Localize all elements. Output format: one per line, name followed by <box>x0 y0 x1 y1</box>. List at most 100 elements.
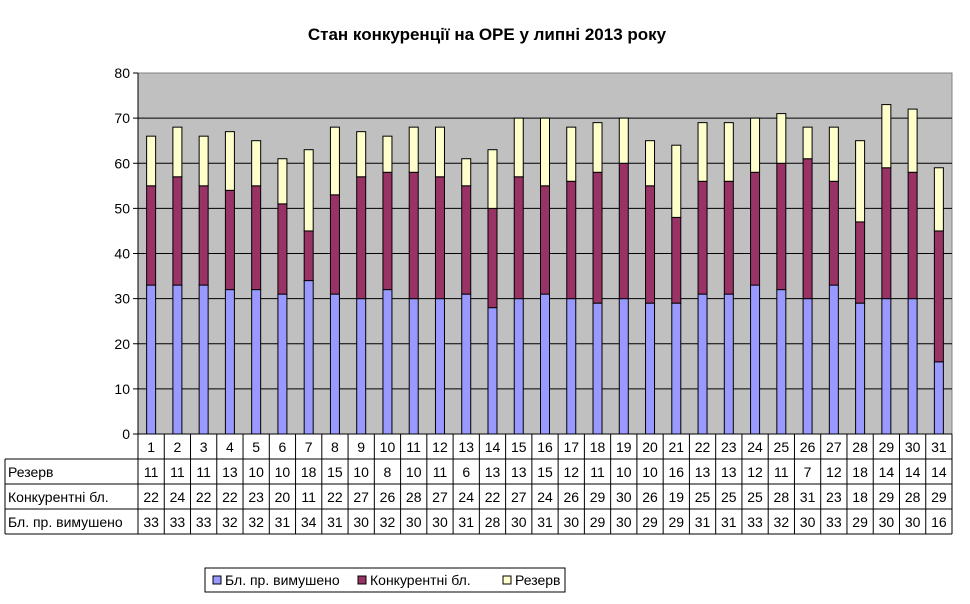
table-cell: 30 <box>616 514 632 530</box>
table-cell: 10 <box>275 464 291 480</box>
table-cell: 18 <box>852 489 868 505</box>
x-tick-label: 4 <box>226 439 234 455</box>
bar-segment-1 <box>224 289 235 435</box>
table-cell: 10 <box>406 464 422 480</box>
table-cell: 30 <box>406 514 422 530</box>
y-tick-label: 0 <box>122 426 130 442</box>
x-tick-label: 29 <box>879 439 895 455</box>
table-cell: 23 <box>248 489 264 505</box>
table-cell: 11 <box>144 464 159 480</box>
table-cell: 29 <box>879 489 895 505</box>
bar-segment-2 <box>881 167 892 300</box>
bar-segment-1 <box>855 302 866 435</box>
bar-segment-3 <box>828 126 839 182</box>
table-cell: 28 <box>485 514 501 530</box>
table-cell: 31 <box>721 514 737 530</box>
y-tick-label: 50 <box>114 200 130 216</box>
bar-segment-3 <box>802 126 813 160</box>
bar-segment-1 <box>828 284 839 435</box>
bar-segment-1 <box>645 302 656 435</box>
table-cell: 27 <box>353 489 369 505</box>
bar-segment-3 <box>461 158 472 187</box>
bar-segment-2 <box>802 158 813 300</box>
bar-segment-2 <box>408 171 419 300</box>
table-cell: 19 <box>669 489 685 505</box>
table-cell: 23 <box>826 489 842 505</box>
bar-segment-3 <box>540 117 550 187</box>
x-tick-label: 20 <box>642 439 658 455</box>
bar-segment-3 <box>487 149 498 209</box>
bar-segment-2 <box>382 171 393 291</box>
legend-swatch <box>502 575 512 585</box>
x-tick-label: 22 <box>695 439 711 455</box>
table-cell: 29 <box>590 489 606 505</box>
bar-segment-3 <box>566 126 577 182</box>
bar-segment-1 <box>461 293 472 435</box>
x-tick-label: 26 <box>800 439 816 455</box>
table-cell: 24 <box>537 489 553 505</box>
bar-segment-1 <box>198 284 209 435</box>
table-cell: 31 <box>327 514 343 530</box>
bar-segment-1 <box>697 293 708 435</box>
table-cell: 20 <box>275 489 291 505</box>
table-cell: 15 <box>537 464 553 480</box>
x-tick-label: 11 <box>406 439 421 455</box>
table-cell: 22 <box>485 489 501 505</box>
bar-segment-2 <box>461 185 472 295</box>
table-cell: 29 <box>669 514 685 530</box>
bar-segment-3 <box>855 140 866 223</box>
bar-segment-2 <box>933 230 944 363</box>
y-tick-label: 60 <box>114 155 130 171</box>
table-cell: 16 <box>669 464 685 480</box>
table-cell: 32 <box>774 514 790 530</box>
bar-segment-3 <box>329 126 340 196</box>
bar-segment-2 <box>251 185 262 291</box>
table-cell: 33 <box>747 514 763 530</box>
bar-segment-3 <box>723 122 734 182</box>
legend-swatch <box>212 575 222 585</box>
bar-segment-1 <box>329 293 340 435</box>
bar-segment-1 <box>540 293 550 435</box>
bar-segment-2 <box>697 180 708 295</box>
table-cell: 33 <box>170 514 186 530</box>
legend-swatch <box>357 575 367 585</box>
bar-segment-3 <box>382 135 393 173</box>
x-tick-label: 12 <box>432 439 448 455</box>
chart-title: Стан конкуренції на ОРЕ у липні 2013 рок… <box>308 25 667 44</box>
x-tick-label: 17 <box>563 439 579 455</box>
bar-segment-3 <box>697 122 708 182</box>
table-cell: 26 <box>642 489 658 505</box>
bar-segment-1 <box>146 284 157 435</box>
table-cell: 22 <box>222 489 238 505</box>
table-cell: 30 <box>905 514 921 530</box>
y-tick-label: 10 <box>114 381 130 397</box>
table-cell: 28 <box>406 489 422 505</box>
y-tick-label: 80 <box>114 65 130 81</box>
bar-segment-2 <box>224 189 235 291</box>
table-cell: 14 <box>905 464 921 480</box>
table-cell: 27 <box>511 489 527 505</box>
x-tick-label: 14 <box>485 439 501 455</box>
x-tick-label: 24 <box>747 439 763 455</box>
table-cell: 33 <box>143 514 159 530</box>
bar-segment-3 <box>881 104 892 169</box>
table-cell: 29 <box>931 489 947 505</box>
x-tick-label: 25 <box>774 439 790 455</box>
bar-segment-2 <box>434 176 445 300</box>
x-tick-label: 27 <box>826 439 842 455</box>
x-tick-label: 8 <box>331 439 339 455</box>
x-tick-label: 10 <box>380 439 396 455</box>
bar-segment-2 <box>855 221 866 304</box>
table-cell: 11 <box>433 464 448 480</box>
table-cell: 32 <box>222 514 238 530</box>
table-cell: 24 <box>458 489 474 505</box>
table-cell: 29 <box>590 514 606 530</box>
bar-segment-3 <box>172 126 183 178</box>
x-tick-label: 16 <box>537 439 553 455</box>
bar-segment-1 <box>802 298 813 435</box>
bar-segment-3 <box>750 117 761 173</box>
bar-segment-2 <box>277 203 288 295</box>
x-tick-label: 13 <box>458 439 474 455</box>
bar-segment-1 <box>933 361 944 435</box>
x-tick-label: 21 <box>669 439 685 455</box>
